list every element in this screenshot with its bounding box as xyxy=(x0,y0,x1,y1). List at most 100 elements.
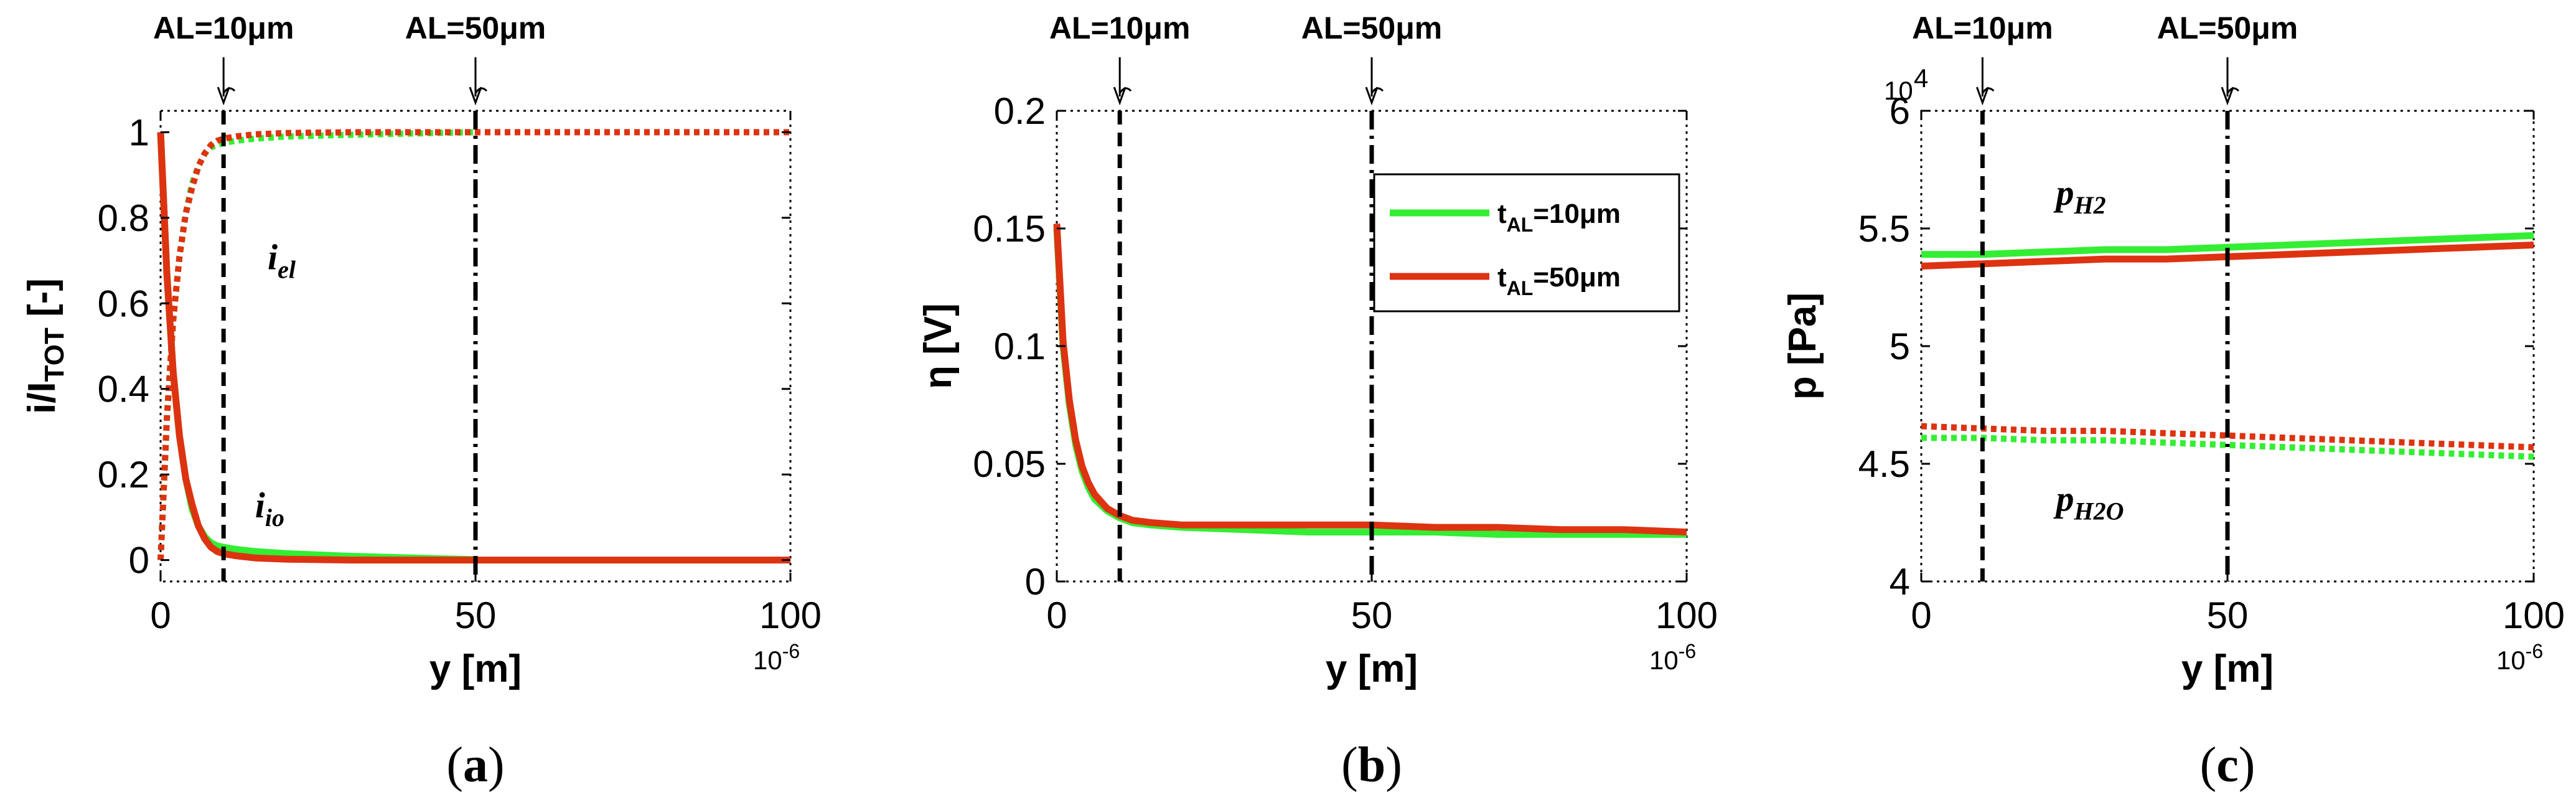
panel-label-close: ) xyxy=(1385,738,1402,793)
curve-label-sub: io xyxy=(265,504,284,532)
y-tick-label: 0 xyxy=(129,540,149,581)
x-tick-label: 0 xyxy=(150,595,171,636)
y-axis-label: η [V] xyxy=(917,303,960,389)
pointer-arrow-hook xyxy=(1118,87,1132,94)
x-tick-label: 100 xyxy=(2503,595,2565,636)
legend-box xyxy=(1373,173,1680,313)
series-line xyxy=(157,132,476,563)
pointer-arrow-hook xyxy=(2226,87,2240,94)
y-tick-label: 5.5 xyxy=(1858,208,1910,250)
legend-label-sub: AL xyxy=(1507,214,1534,236)
x-axis-label: y [m] xyxy=(429,647,522,690)
curve-label-sub: H2 xyxy=(2073,191,2105,219)
x-tick-label: 100 xyxy=(759,595,822,636)
x-axis-label: y [m] xyxy=(2181,647,2274,690)
legend-label-tail: =10μm xyxy=(1533,199,1621,229)
reference-line-label: AL=50μm xyxy=(405,11,546,45)
panel-label: (b) xyxy=(1341,738,1402,793)
curve-label-main: p xyxy=(2053,172,2074,213)
curve-label-p_H2: pH2 xyxy=(2053,172,2105,219)
legend-label: tAL=10μm xyxy=(1497,199,1621,236)
x-exponent-base: 10 xyxy=(2496,646,2526,675)
panel-label: (c) xyxy=(2200,738,2255,793)
curve-label-main: i xyxy=(255,485,265,525)
x-tick-label: 50 xyxy=(1351,595,1393,636)
legend-label-main: t xyxy=(1497,199,1507,229)
y-tick-label: 4 xyxy=(1890,561,1910,603)
panel-label-close: ) xyxy=(2239,738,2255,793)
y-tick-label: 0.8 xyxy=(98,197,149,239)
y-tick-label: 0.4 xyxy=(98,369,149,410)
curve-label-sub: H2O xyxy=(2073,497,2124,525)
y-tick-label: 0.1 xyxy=(994,326,1046,367)
x-exponent: 10-6 xyxy=(753,640,800,675)
x-exponent-power: -6 xyxy=(2526,640,2543,662)
curve-label-i_io: iio xyxy=(255,485,284,532)
legend-label-tail: =50μm xyxy=(1533,262,1621,293)
panel-label-letter: b xyxy=(1358,738,1386,793)
y-tick-label: 5 xyxy=(1890,326,1910,367)
pointer-arrow-hook xyxy=(1982,87,1995,94)
y-tick-label: 0.2 xyxy=(994,90,1046,132)
reference-line-label: AL=10μm xyxy=(153,11,294,45)
legend-label: tAL=50μm xyxy=(1497,262,1621,299)
y-tick-label: 6 xyxy=(1890,90,1910,132)
series-line xyxy=(1921,423,2534,451)
panel-label-close: ) xyxy=(488,738,505,793)
y-axis-label-sub: TOT xyxy=(39,327,70,382)
reference-line-label: AL=50μm xyxy=(2157,11,2298,45)
x-exponent: 10-6 xyxy=(2496,640,2543,675)
pointer-arrow-hook xyxy=(1370,87,1384,94)
y-tick-label: 0.2 xyxy=(98,454,149,496)
pointer-arrow-hook xyxy=(474,87,488,94)
reference-line-label: AL=10μm xyxy=(1049,11,1191,45)
x-exponent-base: 10 xyxy=(753,646,782,675)
pointer-arrow-head xyxy=(1975,87,1989,106)
panel-label-open: ( xyxy=(2200,738,2217,793)
x-axis-label: y [m] xyxy=(1326,647,1418,690)
y-multiplier: 10 xyxy=(1884,76,1913,105)
curve-label-main: i xyxy=(268,237,278,277)
series-line xyxy=(157,129,476,560)
x-exponent-power: -6 xyxy=(782,640,800,662)
pointer-arrow-head xyxy=(1113,87,1126,106)
y-tick-label: 0.05 xyxy=(973,443,1046,485)
pointer-arrow-hook xyxy=(222,87,236,94)
curve-label-main: p xyxy=(2053,479,2074,519)
x-tick-label: 50 xyxy=(455,595,497,636)
x-tick-label: 100 xyxy=(1656,595,1718,636)
panel-label: (a) xyxy=(446,738,504,793)
y-tick-label: 0 xyxy=(1025,561,1046,603)
x-exponent: 10-6 xyxy=(1649,640,1696,675)
y-tick-label: 0.15 xyxy=(973,208,1046,250)
series-line xyxy=(1921,435,2534,460)
pointer-arrow-head xyxy=(469,87,482,106)
y-axis-label: i/ITOT [-] xyxy=(21,278,70,414)
y-tick-label: 1 xyxy=(129,111,149,153)
legend-label-sub: AL xyxy=(1507,277,1534,299)
panel-label-open: ( xyxy=(1341,738,1358,793)
panel-label-letter: c xyxy=(2216,738,2239,793)
pointer-arrow-head xyxy=(1365,87,1379,106)
pointer-arrow-head xyxy=(2221,87,2234,106)
series-line xyxy=(157,132,790,564)
reference-line-label: AL=50μm xyxy=(1301,11,1443,45)
y-axis-label: p [Pa] xyxy=(1781,293,1824,400)
y-tick-label: 0.6 xyxy=(98,283,149,324)
reference-line-label: AL=10μm xyxy=(1912,11,2053,45)
legend-label-main: t xyxy=(1497,262,1507,293)
y-multiplier-exponent: 4 xyxy=(1914,64,1928,93)
panel-label-letter: a xyxy=(463,738,488,793)
y-tick-label: 4.5 xyxy=(1858,443,1910,485)
curve-label-i_el: iel xyxy=(268,237,296,283)
series-line xyxy=(1053,223,1687,536)
series-line xyxy=(157,129,790,560)
x-tick-label: 0 xyxy=(1046,595,1067,636)
x-tick-label: 0 xyxy=(1911,595,1931,636)
curve-label-p_H2O: pH2O xyxy=(2053,479,2124,525)
